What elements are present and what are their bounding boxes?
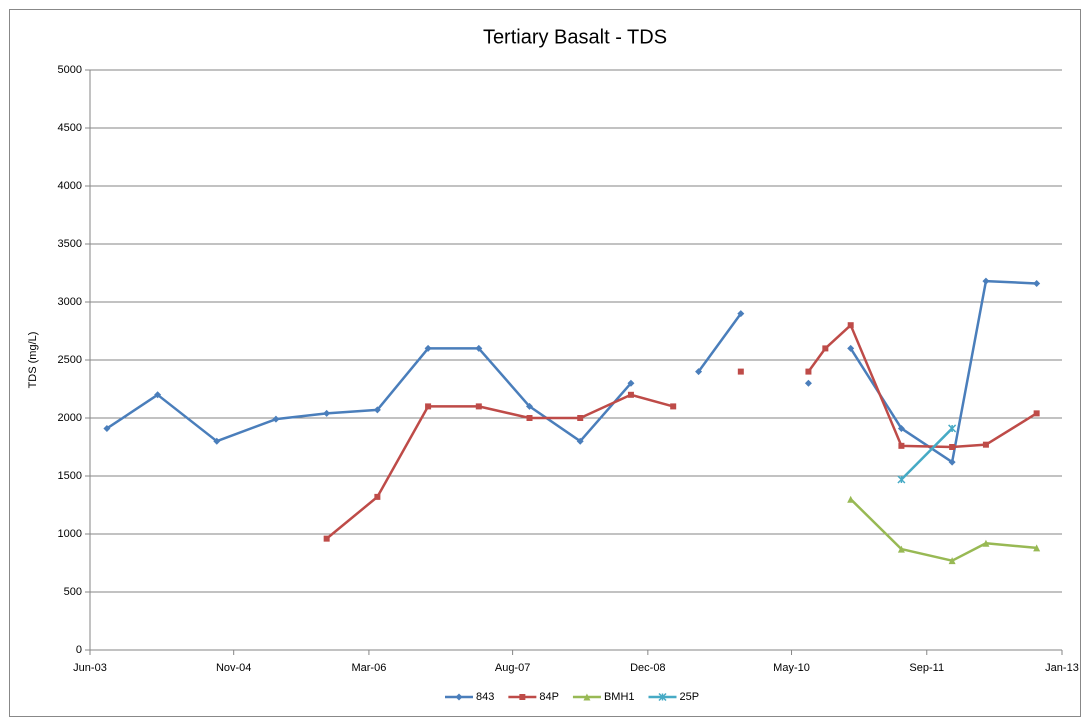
marker xyxy=(374,493,381,500)
legend-item: 84P xyxy=(508,691,559,703)
marker xyxy=(737,368,744,375)
marker xyxy=(897,545,905,553)
marker xyxy=(847,322,854,329)
marker xyxy=(658,692,667,702)
y-tick-label: 4000 xyxy=(58,180,82,192)
marker xyxy=(1033,544,1041,552)
chart-title: Tertiary Basalt - TDS xyxy=(483,26,667,48)
marker xyxy=(323,535,330,542)
y-tick-label: 4500 xyxy=(58,122,82,134)
x-tick-label: Mar-06 xyxy=(351,662,386,674)
marker xyxy=(1033,410,1040,417)
legend-label: 843 xyxy=(476,691,494,703)
legend-label: 84P xyxy=(539,691,559,703)
marker xyxy=(526,402,534,410)
x-tick-label: Nov-04 xyxy=(216,662,251,674)
marker xyxy=(948,557,956,565)
legend-label: 25P xyxy=(680,691,700,703)
x-tick-label: Dec-08 xyxy=(630,662,665,674)
marker xyxy=(576,437,584,445)
marker xyxy=(627,391,634,398)
marker xyxy=(583,693,591,701)
marker xyxy=(805,368,812,375)
marker xyxy=(272,415,280,423)
marker xyxy=(948,424,957,433)
marker xyxy=(103,424,111,432)
legend-item: BMH1 xyxy=(572,691,635,703)
marker xyxy=(475,344,483,352)
x-tick-label: Sep-11 xyxy=(909,662,944,674)
y-tick-label: 0 xyxy=(76,644,82,656)
marker xyxy=(847,495,855,503)
x-tick-label: Jun-03 xyxy=(73,662,107,674)
marker xyxy=(695,368,703,376)
marker xyxy=(154,391,162,399)
marker xyxy=(577,415,584,421)
marker xyxy=(519,694,526,700)
marker xyxy=(982,539,990,547)
y-tick-label: 5000 xyxy=(58,64,82,76)
chart-border xyxy=(9,9,1081,717)
marker xyxy=(948,458,956,466)
marker xyxy=(213,437,221,445)
y-tick-label: 3500 xyxy=(58,238,82,250)
marker xyxy=(373,406,381,414)
x-tick-label: May-10 xyxy=(773,662,810,674)
y-tick-label: 3000 xyxy=(58,296,82,308)
marker xyxy=(424,344,432,352)
marker xyxy=(323,409,331,417)
y-tick-label: 500 xyxy=(64,586,82,598)
y-axis-label: TDS (mg/L) xyxy=(27,332,39,389)
y-tick-label: 2000 xyxy=(58,412,82,424)
y-tick-label: 2500 xyxy=(58,354,82,366)
marker xyxy=(737,310,745,318)
marker xyxy=(670,403,677,410)
marker xyxy=(822,345,829,352)
marker xyxy=(425,403,432,410)
marker xyxy=(897,475,906,484)
legend-item: 25P xyxy=(648,691,700,703)
marker xyxy=(897,424,905,432)
legend-label: BMH1 xyxy=(604,691,635,703)
marker xyxy=(627,379,635,387)
marker xyxy=(526,415,533,421)
marker xyxy=(455,693,463,701)
marker xyxy=(804,379,812,387)
marker xyxy=(898,442,905,449)
marker xyxy=(847,344,855,352)
marker xyxy=(949,444,956,450)
x-tick-label: Aug-07 xyxy=(495,662,530,674)
marker xyxy=(982,441,989,448)
x-tick-label: Jan-13 xyxy=(1045,662,1079,674)
y-tick-label: 1000 xyxy=(58,528,82,540)
marker xyxy=(1033,279,1041,287)
marker xyxy=(982,277,990,285)
series-line xyxy=(900,427,954,481)
legend-item: 843 xyxy=(445,691,494,703)
y-tick-label: 1500 xyxy=(58,470,82,482)
marker xyxy=(475,403,482,410)
